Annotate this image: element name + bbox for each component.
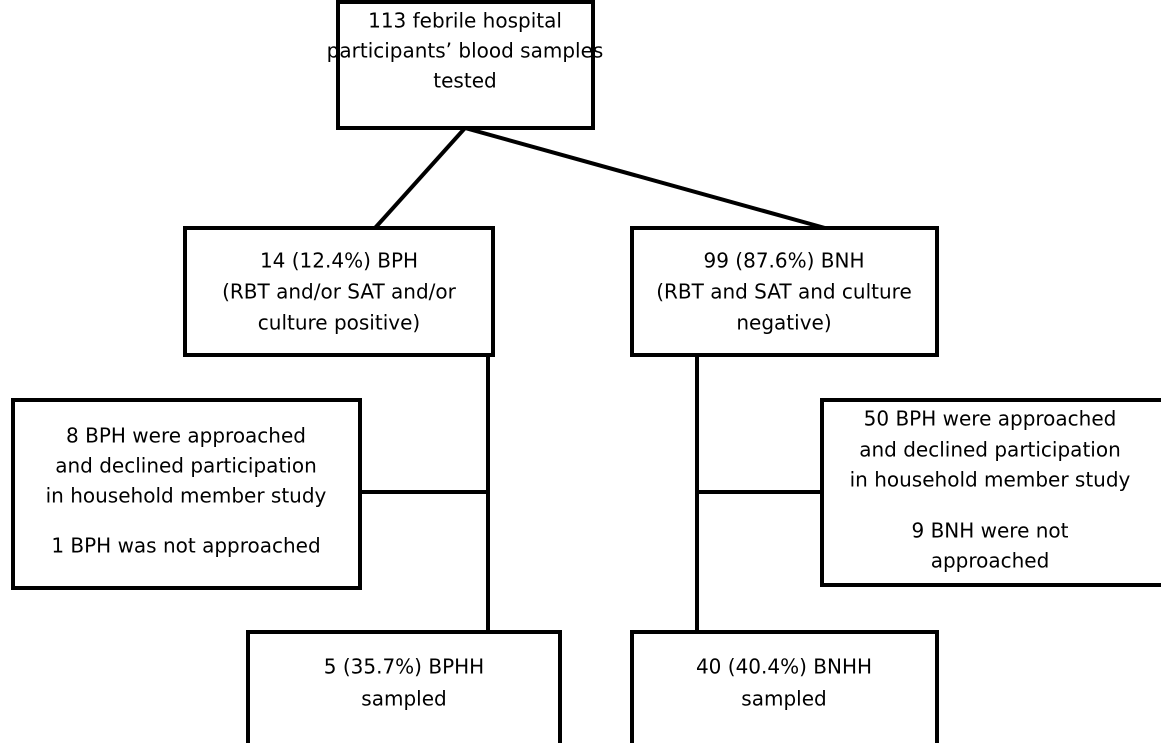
node-box [630, 630, 939, 743]
node-label: in household member study [46, 484, 327, 508]
node-box [336, 0, 595, 130]
node-label: (RBT and/or SAT and/or [222, 280, 457, 304]
node-label: 8 BPH were approached [66, 424, 306, 448]
node-label: 113 febrile hospital [368, 9, 562, 33]
node-label: and declined participation [55, 454, 317, 478]
connector [373, 126, 467, 230]
node-label: negative) [736, 311, 831, 335]
node-box [630, 226, 939, 357]
node-box [820, 398, 1161, 587]
node-label: tested [433, 69, 496, 93]
node-label: culture positive) [258, 311, 420, 335]
node-label: 14 (12.4%) BPH [260, 249, 418, 273]
node-label: participants’ blood samples [327, 39, 604, 63]
node-label: approached [931, 549, 1050, 573]
node-label: 9 BNH were not [911, 519, 1068, 543]
node-box [11, 398, 362, 590]
node-box [183, 226, 495, 357]
node-label: 5 (35.7%) BPHH [324, 655, 484, 679]
node-label: 40 (40.4%) BNHH [696, 655, 872, 679]
node-label: 1 BPH was not approached [51, 534, 320, 558]
node-label: (RBT and SAT and culture [656, 280, 912, 304]
node-label: sampled [361, 687, 446, 711]
node-box [246, 630, 562, 743]
node-label: 99 (87.6%) BNH [703, 249, 864, 273]
node-label: in household member study [850, 468, 1131, 492]
connector [464, 126, 826, 230]
node-label: sampled [741, 687, 826, 711]
node-label: and declined participation [859, 438, 1121, 462]
node-label: 50 BPH were approached [864, 407, 1117, 431]
